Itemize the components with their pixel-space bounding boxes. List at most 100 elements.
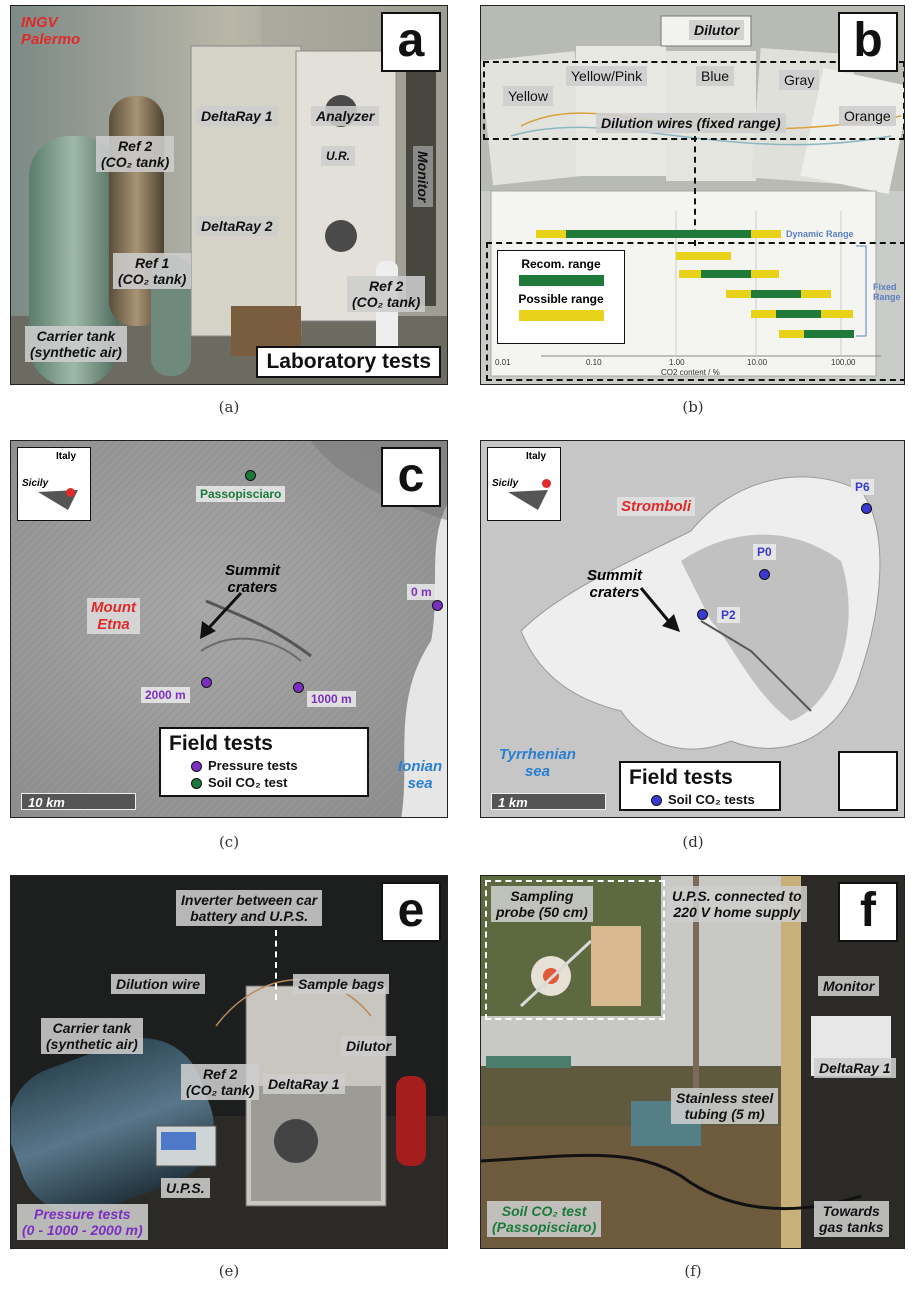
legend-title-c: Field tests bbox=[169, 732, 273, 755]
legend-row-soil: Soil CO₂ test bbox=[169, 775, 359, 790]
range-legend: Recom. range Possible range bbox=[497, 250, 625, 344]
range-dynamic-yellow-r bbox=[751, 230, 781, 238]
summit-arrow-icon-d bbox=[639, 587, 680, 632]
legend-possible: Possible range bbox=[518, 292, 604, 306]
inset-location-dot-d bbox=[542, 479, 551, 488]
range-orange-yellow bbox=[676, 252, 731, 260]
range-yp-yellow-r bbox=[821, 310, 853, 318]
point-2000m bbox=[201, 677, 212, 688]
caption-f: (f) bbox=[684, 1262, 702, 1280]
dilution-wires-frame bbox=[483, 61, 904, 140]
caption-c: (c) bbox=[218, 833, 240, 851]
label-1000m: 1000 m bbox=[307, 691, 356, 707]
range-yp-green bbox=[776, 310, 821, 318]
ups-home-supply-label: U.P.S. connected to 220 V home supply bbox=[667, 886, 807, 922]
dynamic-range-label: Dynamic Range bbox=[786, 229, 854, 239]
range-gray-green bbox=[701, 270, 751, 278]
ref1-label: Ref 1 (CO₂ tank) bbox=[113, 253, 192, 289]
point-0m bbox=[432, 600, 443, 611]
summit-craters-label: Summit craters bbox=[225, 562, 281, 596]
label-p6: P6 bbox=[851, 479, 874, 495]
point-p0 bbox=[759, 569, 770, 580]
monitor-label: Monitor bbox=[413, 146, 433, 208]
range-yellow-yellow bbox=[779, 330, 804, 338]
xaxis-title: CO2 content / % bbox=[661, 368, 720, 377]
panel-letter-d bbox=[838, 751, 898, 811]
point-1000m bbox=[293, 682, 304, 693]
dashed-link bbox=[694, 136, 696, 246]
inset-sicily-label-d: Sicily bbox=[492, 478, 519, 489]
tick-10000: 100.00 bbox=[831, 358, 856, 367]
tyrrhenian-sea-label: Tyrrhenian sea bbox=[499, 746, 576, 780]
label-p0: P0 bbox=[753, 544, 776, 560]
blue-dot-icon bbox=[651, 795, 662, 807]
upr-label: U.R. bbox=[321, 146, 355, 166]
towards-gas-tanks-label: Towards gas tanks bbox=[814, 1201, 889, 1237]
wire-gray: Gray bbox=[779, 70, 820, 90]
purple-dot-icon bbox=[191, 761, 202, 773]
point-passopisciaro bbox=[245, 470, 256, 481]
ref2-left-label: Ref 2 (CO₂ tank) bbox=[96, 136, 175, 172]
range-gray-yellow bbox=[679, 270, 701, 278]
analyzer-label: Analyzer bbox=[311, 106, 380, 126]
range-dynamic-yellow-l bbox=[536, 230, 566, 238]
scale-bar-c: 10 km bbox=[21, 793, 136, 810]
caption-d: (d) bbox=[682, 833, 704, 851]
stromboli-label: Stromboli bbox=[617, 497, 695, 516]
mount-etna-label: Mount Etna bbox=[87, 598, 140, 634]
panel-b: Dilutor Yellow Yellow/Pink Blue Gray Ora… bbox=[480, 5, 905, 385]
panel-letter-c: c bbox=[381, 447, 441, 507]
inverter-label: Inverter between car battery and U.P.S. bbox=[176, 890, 323, 926]
wire-yellow: Yellow bbox=[503, 86, 553, 106]
caption-e: (e) bbox=[218, 1262, 240, 1280]
label-p2: P2 bbox=[717, 607, 740, 623]
point-p2 bbox=[697, 609, 708, 620]
tubing-label: Stainless steel tubing (5 m) bbox=[671, 1088, 779, 1124]
ref2-label-e: Ref 2 (CO₂ tank) bbox=[181, 1064, 260, 1100]
panel-c: Italy Sicily Passopisciaro Mount Etna Sum… bbox=[10, 440, 448, 818]
ionian-sea-label: Ionian sea bbox=[398, 758, 443, 792]
swatch-yellow bbox=[518, 310, 604, 321]
panel-letter-a: a bbox=[381, 12, 441, 72]
wire-blue: Blue bbox=[696, 66, 735, 86]
inset-italy-label-d: Italy bbox=[526, 451, 547, 462]
sample-bags-label: Sample bags bbox=[293, 974, 390, 994]
soil-co2-test-label: Soil CO₂ test (Passopisciaro) bbox=[487, 1201, 602, 1237]
range-blue-yellow-r bbox=[801, 290, 831, 298]
deltaray1-label-e: DeltaRay 1 bbox=[263, 1074, 345, 1094]
institution-label: INGV Palermo bbox=[21, 14, 81, 48]
dilution-wire-label: Dilution wire bbox=[111, 974, 205, 994]
label-0m: 0 m bbox=[407, 584, 436, 600]
inset-location-dot bbox=[66, 488, 75, 497]
wire-orange: Orange bbox=[839, 106, 896, 126]
range-dynamic-green bbox=[566, 230, 751, 238]
probe-inset-frame bbox=[485, 880, 665, 1020]
dilution-wires-label: Dilution wires (fixed range) bbox=[596, 113, 786, 133]
range-blue-yellow bbox=[726, 290, 751, 298]
sampling-probe-label: Sampling probe (50 cm) bbox=[491, 886, 593, 922]
inverter-dashed-pointer bbox=[275, 930, 277, 1000]
monitor-label-f: Monitor bbox=[818, 976, 880, 996]
laboratory-tests-title: Laboratory tests bbox=[256, 346, 441, 378]
range-yp-yellow bbox=[751, 310, 776, 318]
panel-letter-f: f bbox=[838, 882, 898, 942]
label-passopisciaro: Passopisciaro bbox=[196, 486, 286, 502]
range-chart bbox=[536, 211, 881, 357]
inset-italy-label: Italy bbox=[56, 451, 77, 462]
summit-craters-label-d: Summit craters bbox=[587, 567, 643, 601]
sicily-shape-d bbox=[508, 490, 548, 510]
panel-letter-b: b bbox=[838, 12, 898, 72]
tick-100: 1.00 bbox=[669, 358, 685, 367]
tick-001: 0.01 bbox=[495, 358, 511, 367]
label-2000m: 2000 m bbox=[141, 687, 190, 703]
fixed-range-label: Fixed Range bbox=[873, 282, 901, 302]
carrier-tank-label: Carrier tank (synthetic air) bbox=[25, 326, 127, 362]
tick-010: 0.10 bbox=[586, 358, 602, 367]
caption-b: (b) bbox=[682, 398, 704, 416]
dilutor-label: Dilutor bbox=[689, 20, 745, 40]
scale-bar-d: 1 km bbox=[491, 793, 606, 810]
legend-row-pressure: Pressure tests bbox=[169, 758, 359, 773]
legend-title-d: Field tests bbox=[629, 766, 733, 789]
legend-recom: Recom. range bbox=[521, 257, 601, 271]
range-gray-yellow-r bbox=[751, 270, 779, 278]
